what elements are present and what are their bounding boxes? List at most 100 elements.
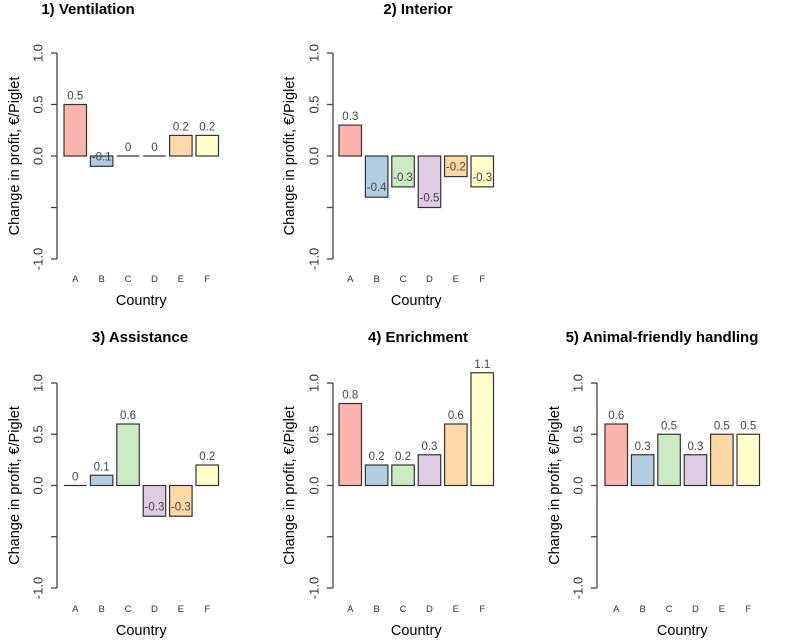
bar-value-label: -0.3	[393, 172, 413, 184]
bar-value-label: 0	[125, 142, 131, 154]
y-tick-label: 1.0	[31, 374, 46, 392]
x-tick-label: B	[639, 604, 645, 615]
y-tick-label: 0.0	[31, 476, 46, 494]
x-tick-label: E	[719, 604, 725, 615]
y-tick-label: 0.0	[307, 476, 322, 494]
bar-C	[391, 155, 415, 188]
bar-value-label: 0.3	[687, 441, 703, 453]
x-tick-label: F	[479, 604, 485, 615]
bar-value-label: 0	[72, 472, 78, 484]
bar-value-label: 0.5	[714, 420, 730, 432]
bar-B	[364, 155, 389, 198]
x-tick-label: D	[426, 604, 433, 615]
bar-value-label: 0.2	[199, 451, 215, 463]
x-tick-label: A	[613, 604, 620, 615]
bar-A	[338, 124, 363, 157]
chart-title: 1) Ventilation	[41, 1, 134, 18]
bar-value-label: -0.2	[446, 162, 466, 174]
bar-C	[657, 433, 681, 487]
x-tick-label: C	[125, 604, 132, 615]
x-axis-label: Country	[657, 623, 709, 639]
x-tick-label: D	[426, 274, 433, 285]
y-tick-label: 1.0	[307, 44, 322, 62]
chart-panel-1: 1) Ventilation 1.0 0.5 0.0 -1.0 Change in pro…	[7, 1, 220, 309]
y-tick-label: 1.0	[307, 374, 322, 392]
chart-panel-4: 4) Enrichment 1.0 0.5 0.0 -1.0 Change in prof…	[282, 329, 495, 639]
chart-panel-2: 2) Interior 1.0 0.5 0.0 -1.0 Change in profit…	[282, 1, 495, 309]
x-tick-label: C	[125, 274, 132, 285]
bar-value-label: 0.3	[342, 111, 358, 123]
bar-D	[683, 454, 708, 487]
bar-C	[391, 464, 415, 487]
y-tick-label: 0.0	[571, 476, 586, 494]
x-tick-label: E	[453, 604, 459, 615]
bar-E	[169, 134, 193, 157]
bar-F	[736, 433, 761, 487]
x-tick-label: F	[204, 604, 210, 615]
chart-panel-3: 3) Assistance 1.0 0.5 0.0 -1.0 Change in prof…	[7, 329, 220, 639]
bar-F	[470, 155, 495, 188]
x-tick-label: C	[400, 274, 407, 285]
chart-title: 5) Animal-friendly handling	[566, 329, 759, 346]
bar-value-label: 0.2	[395, 451, 411, 463]
bar-B	[364, 464, 389, 487]
x-tick-label: E	[178, 274, 184, 285]
bar-value-label: 0.1	[94, 461, 110, 473]
bar-E	[444, 155, 468, 178]
bar-value-label: 0.3	[421, 441, 437, 453]
y-tick-label: -1.0	[571, 577, 586, 599]
y-tick-label: 1.0	[31, 44, 46, 62]
bar-value-label: -0.1	[92, 151, 112, 163]
bar-value-label: -0.5	[420, 193, 440, 205]
chart-title: 3) Assistance	[92, 329, 188, 346]
x-tick-label: A	[72, 604, 79, 615]
bar-C	[116, 423, 140, 487]
bar-value-label: 0.5	[740, 420, 756, 432]
bar-value-label: 0.6	[120, 410, 136, 422]
x-tick-label: D	[151, 274, 158, 285]
x-tick-label: F	[204, 274, 210, 285]
y-tick-label: 0.0	[307, 147, 322, 165]
bar-F	[195, 464, 220, 487]
bar-value-label: -0.3	[171, 501, 191, 513]
x-tick-label: C	[400, 604, 407, 615]
bar-value-label: -0.3	[145, 501, 165, 513]
x-tick-label: D	[692, 604, 699, 615]
x-tick-label: B	[98, 274, 104, 285]
y-axis-label: Change in profit, €/Piglet	[282, 77, 298, 236]
bar-E	[709, 433, 734, 487]
chart-title: 4) Enrichment	[368, 329, 468, 346]
bar-value-label: 0.5	[661, 420, 677, 432]
bar-value-label: 0.2	[199, 121, 215, 133]
bar-value-label: 0.6	[608, 410, 624, 422]
y-tick-label: 0.5	[307, 95, 322, 113]
y-tick-label: 0.5	[31, 95, 46, 113]
bar-F	[470, 372, 495, 487]
x-tick-label: D	[151, 604, 158, 615]
y-tick-label: -1.0	[31, 248, 46, 270]
bar-A	[63, 103, 88, 157]
bar-value-label: 0	[151, 142, 157, 154]
bar-A	[338, 402, 363, 487]
y-axis-label: Change in profit, €/Piglet	[282, 406, 298, 565]
x-axis-label: Country	[391, 293, 443, 309]
y-tick-label: -1.0	[307, 248, 322, 270]
bar-D	[142, 484, 167, 517]
y-axis-label: Change in profit, €/Piglet	[547, 406, 563, 565]
bar-D	[417, 454, 442, 487]
x-tick-label: C	[666, 604, 673, 615]
x-tick-label: E	[453, 274, 459, 285]
y-axis-label: Change in profit, €/Piglet	[7, 77, 23, 236]
bar-value-label: -0.4	[367, 182, 387, 194]
bar-E	[169, 484, 193, 517]
bar-B	[630, 454, 655, 487]
bar-value-label: 0.6	[448, 410, 464, 422]
x-axis-label: Country	[391, 623, 443, 639]
x-tick-label: A	[347, 274, 354, 285]
y-tick-label: 0.5	[31, 425, 46, 443]
x-tick-label: A	[347, 604, 354, 615]
bar-B	[89, 155, 114, 167]
bar-value-label: 0.2	[173, 121, 189, 133]
x-tick-label: F	[745, 604, 751, 615]
